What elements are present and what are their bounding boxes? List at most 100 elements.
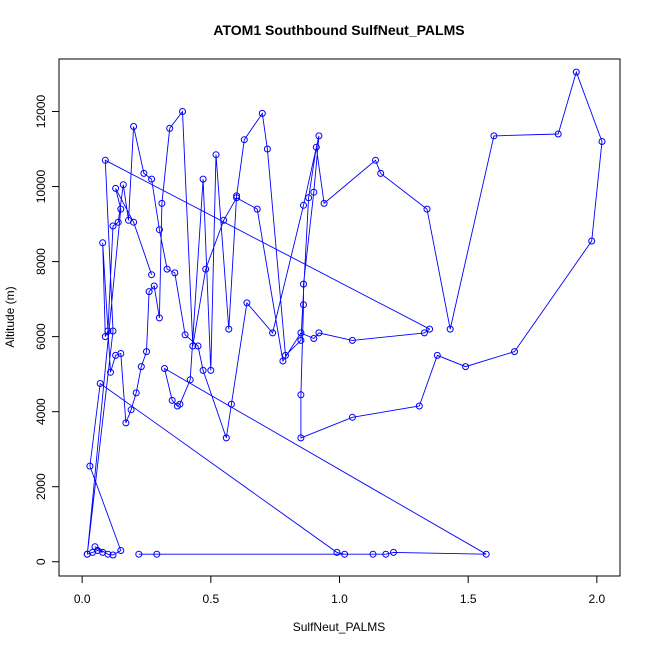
x-tick-label: 2.0 [588, 592, 605, 606]
data-point [415, 402, 423, 410]
data-point [150, 282, 158, 290]
x-axis: 0.0 0.5 1.0 1.5 2.0 [74, 575, 606, 606]
data-point [300, 201, 307, 209]
data-point [222, 434, 230, 442]
data-point [243, 299, 251, 307]
data-point [240, 136, 248, 144]
x-tick-label: 1.0 [331, 592, 348, 606]
data-point [112, 184, 120, 192]
data-point [117, 205, 125, 213]
data-point [212, 151, 220, 159]
y-axis: 0 2000 4000 6000 8000 10000 12000 [34, 95, 60, 565]
x-tick-label: 1.5 [460, 592, 477, 606]
data-point [122, 419, 130, 427]
data-point [91, 543, 99, 551]
data-point [333, 548, 341, 556]
data-point [382, 550, 390, 558]
data-point [109, 551, 117, 559]
data-point [155, 226, 163, 234]
data-point [119, 181, 127, 189]
data-point [279, 357, 287, 365]
data-point [114, 218, 122, 226]
data-point [420, 329, 428, 337]
y-axis-label: Altitude (m) [3, 286, 17, 347]
data-point [297, 336, 305, 344]
data-point [194, 342, 202, 350]
data-point [305, 194, 313, 202]
data-point [348, 413, 356, 421]
data-point [588, 237, 596, 245]
data-point [132, 389, 140, 397]
data-point [320, 199, 328, 207]
plot-frame [58, 58, 621, 577]
data-point [258, 109, 266, 117]
data-point [117, 350, 125, 357]
data-point [462, 363, 470, 371]
data-point [315, 132, 323, 140]
data-point [130, 218, 138, 226]
data-point [171, 269, 179, 277]
data-point [390, 548, 397, 556]
data-point [153, 550, 161, 558]
data-point [312, 143, 320, 151]
data-point [490, 132, 498, 140]
data-point [163, 265, 171, 273]
data-point [96, 380, 104, 387]
data-point [155, 314, 163, 322]
data-point [130, 123, 138, 130]
data-point [179, 108, 186, 115]
data-point [161, 365, 168, 372]
data-point [101, 156, 109, 164]
x-axis-label: SulfNeut_PALMS [293, 620, 386, 634]
data-point [297, 329, 305, 337]
series-layer [83, 68, 606, 559]
data-point [341, 550, 349, 558]
data-point [101, 333, 109, 341]
data-point [127, 406, 135, 414]
data-point [137, 363, 145, 371]
data-point [446, 325, 454, 333]
x-tick-label: 0.5 [202, 592, 219, 606]
data-point [310, 335, 318, 342]
data-point [253, 205, 261, 213]
data-point [207, 366, 215, 374]
data-point [554, 130, 562, 138]
data-point [423, 205, 431, 213]
data-point [107, 368, 114, 376]
data-point [104, 550, 112, 558]
y-tick-label: 8000 [34, 248, 48, 275]
data-point [220, 216, 228, 224]
y-tick-label: 0 [34, 558, 48, 565]
data-point [199, 366, 207, 374]
data-point [143, 348, 150, 356]
data-point [117, 547, 125, 554]
data-point [310, 188, 318, 196]
data-point [511, 348, 518, 356]
data-point [166, 124, 174, 132]
data-point [300, 280, 307, 288]
y-tick-label: 6000 [34, 323, 48, 350]
data-point [233, 192, 241, 200]
data-point [109, 222, 117, 230]
data-point [263, 145, 271, 153]
y-tick-label: 12000 [34, 95, 48, 129]
data-point [158, 199, 166, 207]
data-point [233, 194, 241, 202]
data-point [426, 325, 434, 333]
data-point [199, 175, 207, 183]
y-tick-label: 10000 [34, 170, 48, 204]
data-point [300, 301, 307, 309]
data-point [99, 239, 107, 247]
data-point [372, 156, 379, 164]
y-tick-label: 2000 [34, 473, 48, 500]
data-point [109, 327, 117, 335]
data-point [598, 138, 606, 145]
data-point [369, 550, 377, 558]
data-point [186, 376, 194, 384]
data-point [189, 342, 197, 350]
data-point [315, 329, 323, 337]
data-point [482, 550, 490, 558]
data-point [433, 351, 441, 359]
data-point [202, 265, 210, 273]
